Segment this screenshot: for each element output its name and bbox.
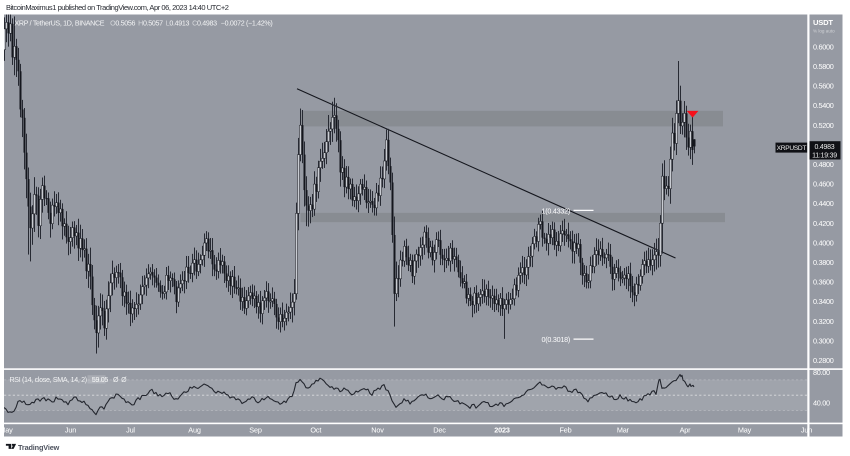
svg-text:May: May <box>738 425 752 434</box>
svg-text:0.3800: 0.3800 <box>813 258 834 267</box>
svg-text:0.6000: 0.6000 <box>813 42 834 51</box>
svg-text:0.3600: 0.3600 <box>813 278 834 287</box>
svg-text:0.4000: 0.4000 <box>813 238 834 247</box>
svg-text:11:19:39: 11:19:39 <box>812 152 837 159</box>
svg-text:XRPUSDT: XRPUSDT <box>777 145 807 152</box>
svg-text:0.4800: 0.4800 <box>813 160 834 169</box>
svg-text:80.00: 80.00 <box>813 368 830 377</box>
svg-text:0.5600: 0.5600 <box>813 82 834 91</box>
svg-text:USDT: USDT <box>813 18 833 27</box>
svg-text:Jun: Jun <box>801 425 812 434</box>
svg-text:0.4200: 0.4200 <box>813 219 834 228</box>
svg-text:Mar: Mar <box>617 425 630 434</box>
svg-text:0.4983: 0.4983 <box>815 144 835 151</box>
svg-text:May: May <box>0 425 13 434</box>
svg-text:RSI (14, close, SMA, 14, 2)59.: RSI (14, close, SMA, 14, 2) 59.05 Ø Ø <box>10 376 128 384</box>
svg-text:0.4400: 0.4400 <box>813 199 834 208</box>
svg-text:Nov: Nov <box>371 425 384 434</box>
svg-text:0.3000: 0.3000 <box>813 336 834 345</box>
svg-text:0.5400: 0.5400 <box>813 101 834 110</box>
svg-text:Feb: Feb <box>560 425 572 434</box>
svg-text:0.3400: 0.3400 <box>813 297 834 306</box>
svg-text:40.00: 40.00 <box>813 398 830 407</box>
svg-text:0(0.3018): 0(0.3018) <box>542 335 571 344</box>
svg-text:Jul: Jul <box>126 425 135 434</box>
svg-text:Apr: Apr <box>680 425 692 434</box>
svg-text:Oct: Oct <box>310 425 321 434</box>
svg-text:0.2800: 0.2800 <box>813 356 834 365</box>
svg-text:0.5200: 0.5200 <box>813 121 834 130</box>
svg-text:Dec: Dec <box>433 425 446 434</box>
svg-text:% log auto: % log auto <box>813 28 835 33</box>
svg-text:Aug: Aug <box>188 425 201 434</box>
svg-text:Sep: Sep <box>249 425 262 434</box>
svg-text:0.3200: 0.3200 <box>813 317 834 326</box>
svg-text:0.5800: 0.5800 <box>813 62 834 71</box>
svg-text:2023: 2023 <box>494 425 510 434</box>
svg-text:1(0.4332): 1(0.4332) <box>542 206 571 215</box>
svg-text:Jun: Jun <box>65 425 76 434</box>
svg-text:0.4600: 0.4600 <box>813 180 834 189</box>
